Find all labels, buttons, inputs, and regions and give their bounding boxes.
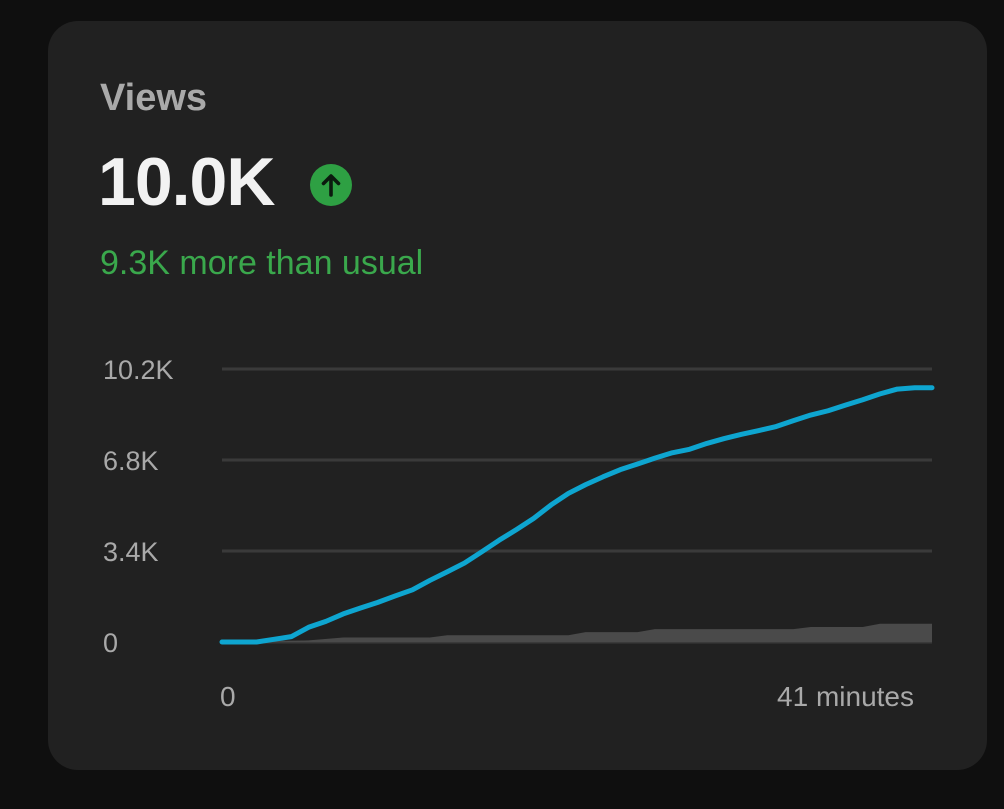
- views-series-line: [219, 385, 935, 645]
- metric-label: Views: [100, 77, 208, 119]
- y-tick-label: 10.2K: [103, 355, 174, 385]
- typical-range-area: [222, 623, 932, 642]
- y-tick-label: 6.8K: [103, 446, 159, 476]
- y-tick-label: 0: [103, 628, 118, 658]
- metric-value: 10.0K: [98, 144, 275, 220]
- comparison-text: 9.3K more than usual: [100, 244, 424, 282]
- arrow-up-circle-icon: [310, 164, 352, 206]
- y-tick-label: 3.4K: [103, 537, 159, 567]
- x-tick-label: 0: [220, 681, 236, 712]
- x-tick-label: 41 minutes: [777, 681, 914, 712]
- views-card: Views 10.0K 9.3K more than usual: [48, 21, 987, 770]
